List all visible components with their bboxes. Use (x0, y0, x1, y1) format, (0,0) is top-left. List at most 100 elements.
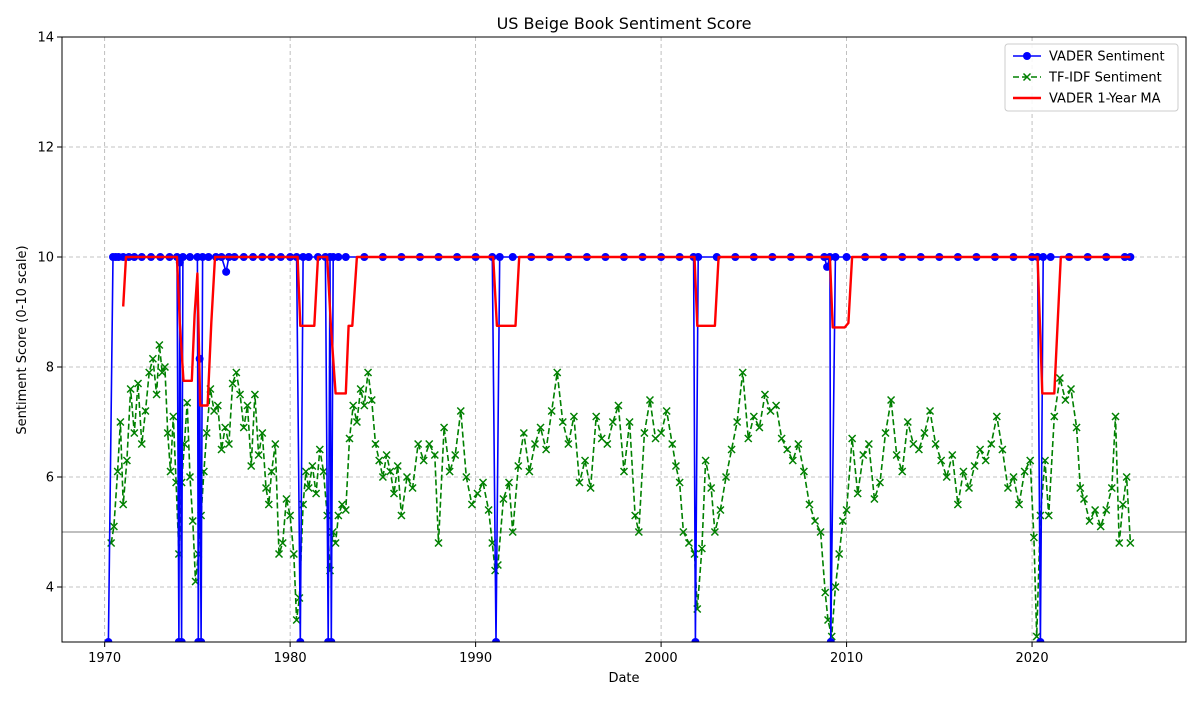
data-point (1015, 500, 1024, 509)
data-point (166, 467, 175, 476)
data-point (727, 445, 736, 454)
data-point (838, 516, 847, 526)
data-point (109, 522, 118, 531)
data-point (271, 439, 280, 449)
data-point (299, 253, 308, 261)
data-point (625, 417, 634, 427)
data-point (499, 494, 508, 504)
data-point (122, 456, 131, 465)
data-point (749, 412, 758, 421)
legend-box (1004, 43, 1179, 112)
data-point (221, 423, 230, 432)
data-point (1055, 373, 1064, 383)
data-point (1118, 500, 1127, 509)
data-point (701, 456, 710, 465)
x-tick-label: 2020 (1016, 651, 1049, 666)
data-point (382, 450, 391, 460)
data-point (1061, 395, 1070, 405)
legend-marker (1022, 72, 1032, 82)
data-point (134, 379, 143, 388)
data-point (558, 417, 567, 427)
data-point (892, 450, 901, 460)
data-point (831, 253, 840, 261)
data-point (553, 368, 562, 377)
data-point (315, 445, 324, 454)
data-point (853, 489, 862, 498)
data-point (492, 638, 501, 642)
data-point (783, 445, 792, 454)
data-point (327, 638, 336, 642)
data-point (772, 401, 781, 410)
series-1 (107, 340, 1135, 641)
data-point (569, 412, 578, 421)
data-point (697, 544, 706, 553)
data-point (334, 511, 343, 520)
x-tick-label: 2010 (830, 651, 863, 666)
y-axis: 4 6 8 10 12 14 (37, 31, 62, 596)
legend: VADER Sentiment TF-IDF Sentiment VADER 1-Y… (1004, 43, 1179, 112)
x-axis: 1970 1980 1990 2000 2010 2020 (88, 642, 1049, 666)
data-point (434, 538, 443, 548)
data-point (367, 395, 376, 405)
data-point (319, 467, 328, 476)
data-point (1079, 494, 1089, 504)
data-point (1096, 522, 1105, 531)
data-point (286, 511, 295, 520)
data-point (141, 406, 150, 416)
legend-label: VADER 1-Year MA (1049, 92, 1161, 107)
data-point (738, 368, 747, 377)
data-point (239, 423, 248, 432)
data-point (671, 461, 680, 471)
data-point (451, 450, 460, 460)
data-point (1050, 412, 1059, 421)
data-point (202, 428, 211, 438)
data-point (160, 362, 169, 372)
data-point (1085, 516, 1094, 526)
data-point (716, 505, 725, 515)
data-point (1029, 533, 1038, 542)
data-point (292, 615, 301, 625)
data-point (473, 489, 482, 498)
data-point (799, 467, 808, 476)
data-point (903, 417, 912, 427)
data-point (631, 511, 640, 520)
data-point (634, 527, 643, 537)
data-point (987, 439, 996, 449)
data-point (755, 423, 764, 432)
data-point (1009, 472, 1018, 482)
plot-background (62, 37, 1186, 642)
data-point (1107, 483, 1116, 493)
data-point (592, 412, 601, 421)
data-point (364, 368, 373, 377)
data-point (887, 395, 896, 405)
data-point (177, 638, 186, 642)
data-point (881, 428, 890, 438)
data-point (1041, 456, 1050, 465)
data-point (1102, 505, 1111, 515)
data-point (371, 439, 380, 449)
data-point (835, 549, 844, 559)
data-point (104, 638, 113, 642)
data-point (130, 428, 139, 438)
data-point (875, 478, 884, 487)
data-point (1036, 511, 1045, 520)
data-point (334, 253, 343, 261)
data-point (495, 253, 504, 261)
data-point (662, 406, 671, 416)
y-tick-label: 6 (46, 471, 54, 486)
data-point (232, 368, 241, 377)
data-point (937, 456, 946, 465)
series-2 (122, 255, 1131, 407)
legend-item: VADER Sentiment (1013, 50, 1165, 65)
legend-label: TF-IDF Sentiment (1048, 71, 1162, 86)
data-point (530, 439, 540, 449)
data-point (842, 505, 851, 515)
data-point (228, 379, 237, 388)
data-point (805, 500, 814, 509)
data-point (430, 450, 439, 460)
data-point (508, 253, 517, 261)
data-point (445, 467, 454, 476)
data-point (519, 428, 528, 438)
data-point (1115, 538, 1124, 548)
data-point (898, 467, 907, 476)
